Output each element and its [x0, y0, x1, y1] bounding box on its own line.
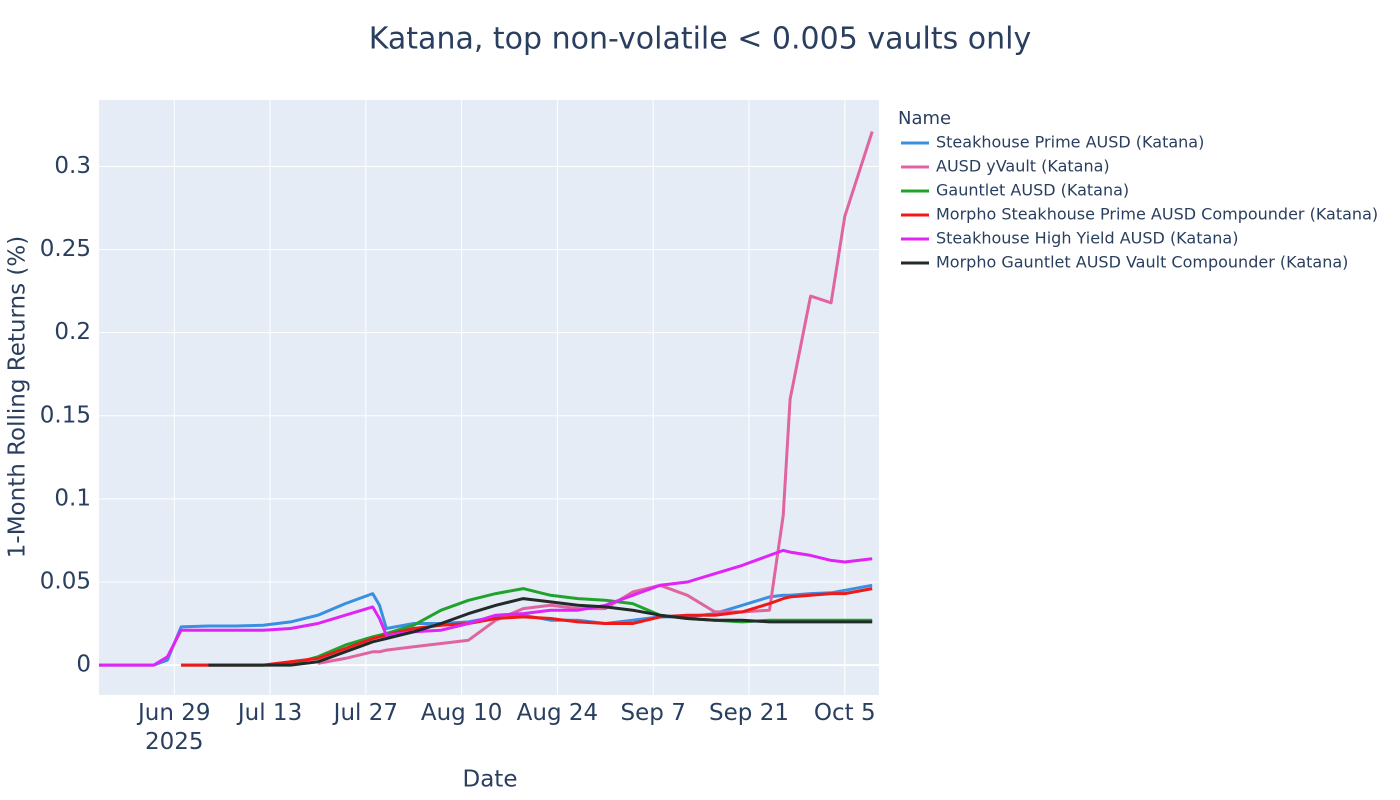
y-tick-label: 0.1 — [54, 485, 91, 511]
x-tick-label: Jul 27 — [333, 700, 398, 726]
legend-label: Gauntlet AUSD (Katana) — [936, 181, 1129, 200]
x-tick-label: Aug 24 — [516, 700, 599, 726]
legend-label: Morpho Gauntlet AUSD Vault Compounder (K… — [936, 253, 1348, 272]
legend-label: AUSD yVault (Katana) — [936, 157, 1110, 176]
series-line — [317, 131, 874, 665]
y-tick-label: 0.25 — [40, 236, 91, 262]
x-tick-label: Oct 5 — [813, 700, 876, 726]
x-tick-label: Aug 10 — [420, 700, 503, 726]
x-tick-label: Sep 21 — [709, 700, 789, 726]
y-tick-label: 0.15 — [40, 402, 91, 428]
y-tick-label: 0.05 — [40, 568, 91, 594]
y-tick-label: 0.3 — [54, 153, 91, 179]
y-tick-label: 0.2 — [54, 319, 91, 345]
series-line — [181, 587, 873, 667]
series-line — [99, 548, 873, 667]
legend-title: Name — [898, 108, 951, 129]
y-axis-title: 1-Month Rolling Returns (%) — [5, 236, 31, 558]
legend-label: Steakhouse High Yield AUSD (Katana) — [936, 229, 1238, 248]
x-tick-label: Jun 29 2025 — [137, 700, 211, 755]
chart-title: Katana, top non-volatile < 0.005 vaults … — [369, 22, 1031, 57]
x-tick-label: Sep 7 — [620, 700, 686, 726]
series-line — [208, 597, 873, 667]
x-tick-label: Jul 13 — [237, 700, 303, 726]
legend-label: Steakhouse Prime AUSD (Katana) — [936, 133, 1204, 152]
y-tick-label: 0 — [76, 652, 91, 678]
legend-label: Morpho Steakhouse Prime AUSD Compounder … — [936, 205, 1378, 224]
x-axis-title: Date — [463, 767, 518, 793]
